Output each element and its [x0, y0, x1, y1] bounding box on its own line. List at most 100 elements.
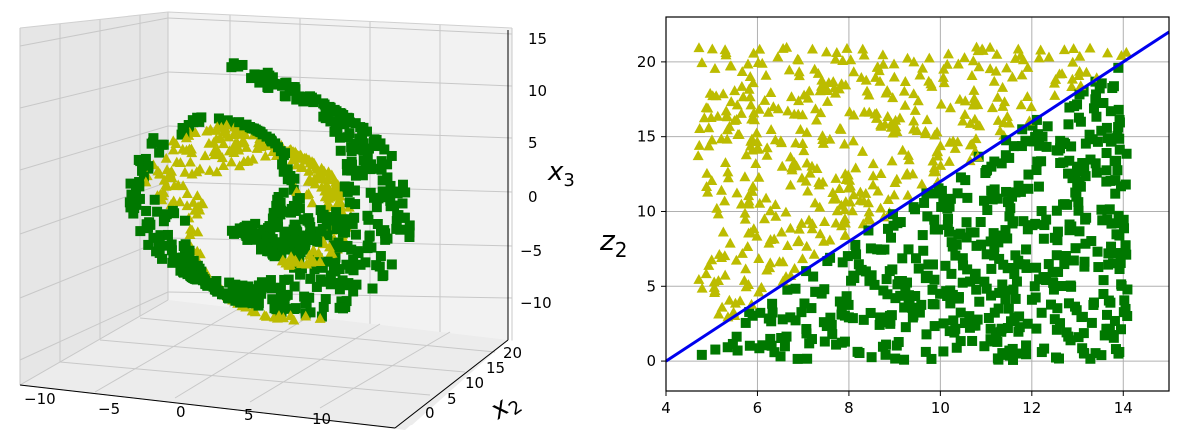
- triangle-point: [724, 237, 736, 248]
- square-point: [987, 194, 998, 205]
- square-point: [843, 299, 854, 310]
- triangle-point: [251, 143, 263, 153]
- square-point: [776, 333, 787, 344]
- square-point: [376, 164, 387, 175]
- triangle-point: [711, 202, 723, 213]
- triangle-point: [821, 95, 833, 106]
- x1-tick: 0: [176, 403, 186, 421]
- square-point: [1055, 143, 1066, 154]
- square-point: [892, 279, 903, 290]
- floor-gridline: [99, 339, 466, 373]
- square-point: [228, 58, 239, 69]
- triangle-point: [842, 169, 854, 180]
- triangle-point: [977, 45, 989, 55]
- square-point: [269, 251, 280, 262]
- square-point: [317, 213, 328, 224]
- square-point: [240, 284, 251, 295]
- square-point: [386, 259, 397, 270]
- square-point: [1078, 86, 1089, 97]
- triangle-point: [814, 228, 826, 239]
- square-point: [262, 67, 273, 78]
- square-point: [1101, 327, 1112, 338]
- triangle-point: [725, 60, 737, 71]
- triangle-point: [986, 102, 998, 113]
- triangle-point: [831, 47, 843, 57]
- square-point: [278, 150, 289, 161]
- square-point: [1096, 125, 1107, 136]
- square-point: [308, 235, 319, 246]
- triangle-point: [782, 240, 794, 250]
- triangle-point: [796, 217, 808, 228]
- triangle-point: [990, 65, 1002, 76]
- square-point: [910, 204, 921, 215]
- x3-tick: 0: [528, 188, 538, 206]
- triangle-point: [303, 165, 315, 176]
- square-point: [1113, 62, 1124, 73]
- triangle-point: [181, 200, 193, 211]
- triangle-point: [830, 173, 842, 183]
- square-point: [827, 329, 838, 340]
- square-point: [1014, 322, 1025, 333]
- triangle-point: [966, 70, 978, 80]
- square-point: [1077, 158, 1088, 169]
- triangle-point: [835, 123, 847, 134]
- square-point: [141, 223, 152, 234]
- square-point: [1000, 225, 1011, 236]
- square-point: [175, 256, 186, 267]
- triangle-point: [824, 234, 836, 245]
- square-point: [143, 163, 154, 174]
- square-point: [1090, 348, 1101, 359]
- square-point: [167, 257, 178, 268]
- square-point: [339, 220, 350, 231]
- square-point: [156, 139, 167, 150]
- triangle-point: [731, 187, 743, 198]
- triangle-point: [789, 262, 801, 273]
- square-point: [1008, 284, 1019, 295]
- square-point: [1121, 249, 1132, 260]
- triangle-point: [740, 263, 752, 274]
- triangle-point: [759, 213, 771, 224]
- square-point: [1002, 323, 1013, 334]
- triangle-point: [897, 144, 909, 155]
- square-point: [806, 334, 817, 345]
- square-point: [350, 229, 361, 240]
- square-point: [781, 331, 792, 342]
- triangle-point: [808, 248, 820, 259]
- square-point: [976, 239, 987, 250]
- triangle-point: [827, 193, 839, 204]
- triangle-point: [1015, 99, 1027, 110]
- triangle-point: [786, 162, 798, 173]
- square-point: [346, 146, 357, 157]
- square-point: [1038, 233, 1049, 244]
- triangle-point: [880, 87, 892, 98]
- square-point: [740, 317, 751, 328]
- square-point: [964, 311, 975, 322]
- square-point: [237, 59, 248, 70]
- triangle-point: [240, 141, 252, 152]
- square-point: [1014, 259, 1025, 270]
- triangle-point: [277, 312, 289, 323]
- triangle-point: [706, 43, 718, 54]
- triangle-point: [742, 58, 754, 69]
- square-point: [251, 234, 262, 245]
- square-point: [177, 123, 188, 134]
- triangle-point: [719, 157, 731, 168]
- square-point: [329, 126, 340, 137]
- triangle-point: [772, 51, 784, 62]
- triangle-point: [968, 84, 980, 95]
- square-point: [991, 327, 1002, 338]
- square-point: [397, 179, 408, 190]
- square-point: [282, 174, 293, 185]
- square-point: [288, 304, 299, 315]
- square-point: [989, 242, 1000, 253]
- square-point: [254, 77, 265, 88]
- square-point: [349, 185, 360, 196]
- square-point: [965, 227, 976, 238]
- triangle-point: [966, 138, 978, 149]
- triangle-point: [814, 85, 826, 96]
- square-point: [385, 180, 396, 191]
- triangle-point: [844, 196, 856, 207]
- triangle-point: [776, 160, 788, 171]
- square-point: [1092, 246, 1103, 257]
- square-point: [1063, 298, 1074, 309]
